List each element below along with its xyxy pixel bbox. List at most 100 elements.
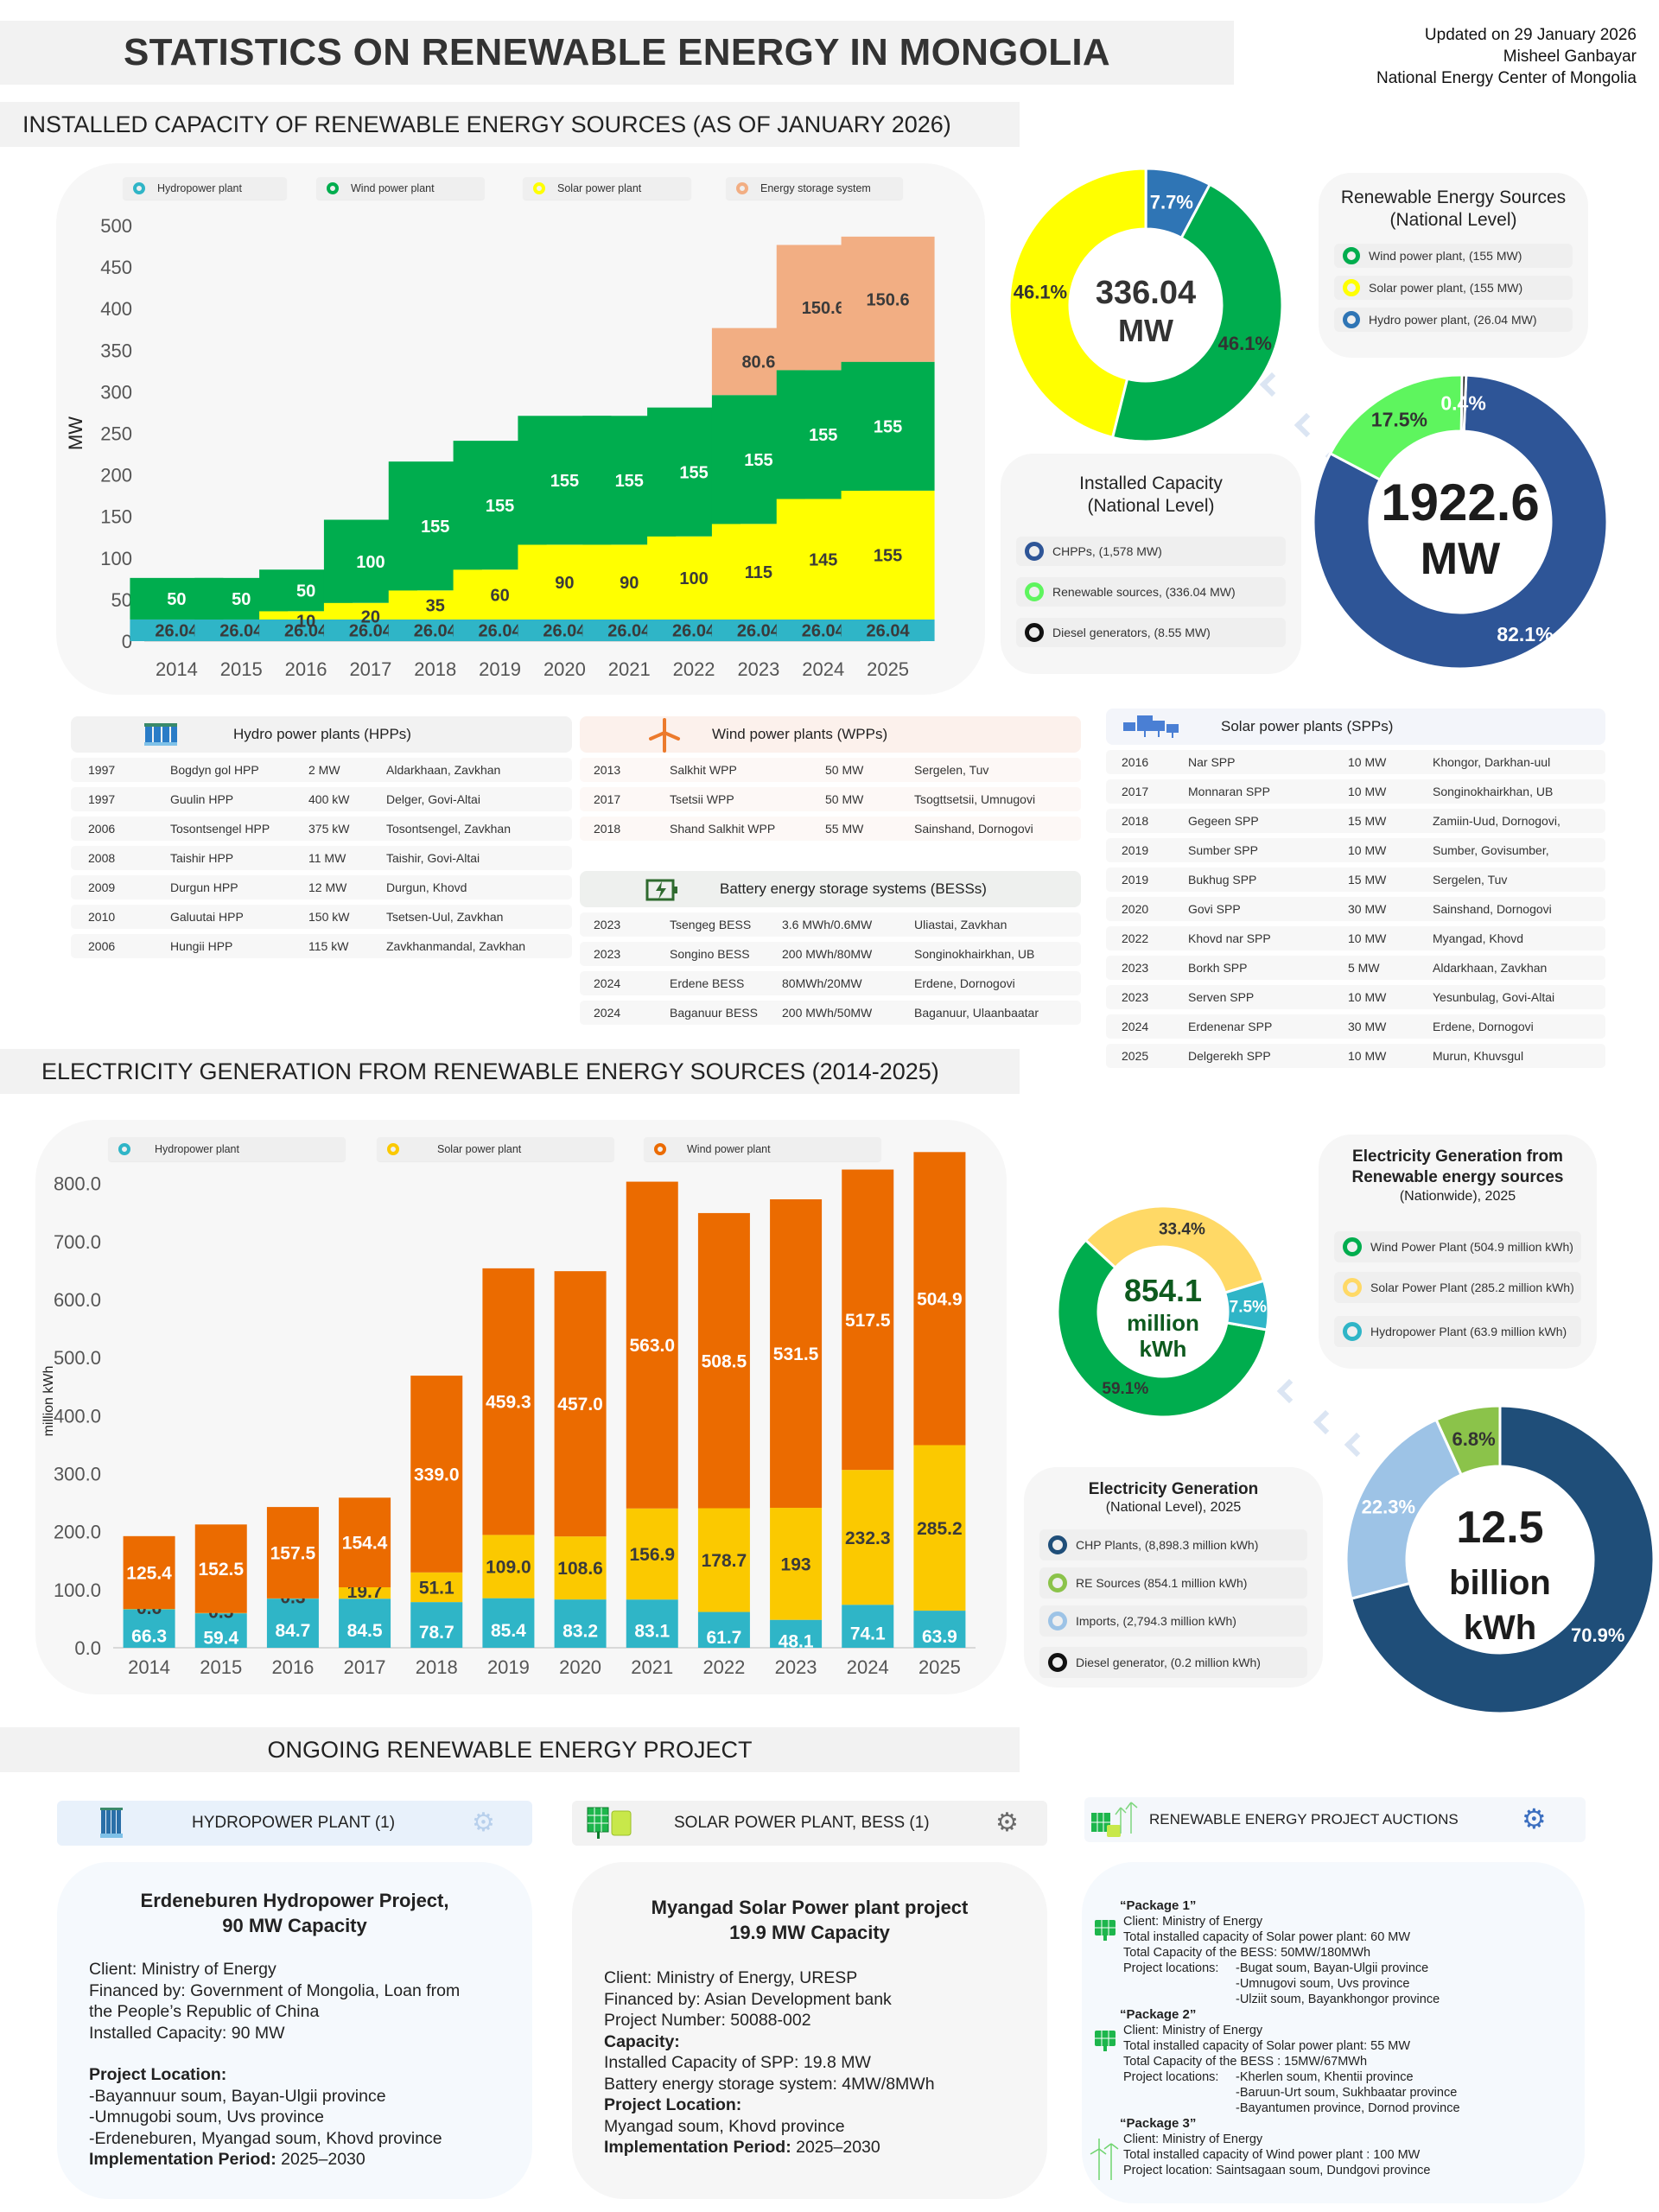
table-row: 1997 Guulin HPP 400 kW Delger, Govi-Altai [71,787,572,811]
cell-location: Erdene, Dornogovi [1433,1020,1534,1033]
y-tick-label: 300.0 [54,1463,101,1484]
donut-slice-wind-power-plant [1056,1238,1268,1419]
package-location: Project location: Saintsagaan soum, Dund… [1123,2164,1431,2177]
legend-text: Imports, (2,794.3 million kWh) [1076,1614,1236,1628]
legend-text: CHPPs, (1,578 MW) [1052,544,1162,558]
data-label: 26.04 [479,622,523,641]
donut-percent-label: 0.4% [1440,392,1485,415]
solar-project-capacity-title: 19.9 MW Capacity [729,1922,890,1943]
bess-table-body: 2023 Tsengeg BESS 3.6 MWh/0.6MW Uliastai, Z… [580,912,1081,1025]
title-bar: STATISTICS ON RENEWABLE ENERGY IN MONGOL… [0,21,1234,85]
bar-segment-hydropower-plant [770,1619,823,1648]
installed-national-legend: Installed Capacity (National Level) CHPP… [1001,454,1301,674]
y-tick-label: 450 [100,257,132,278]
national-gen-title: Electricity Generation [1088,1480,1259,1498]
donut-percent-label: 46.1% [1014,282,1067,303]
package-bess: Total Capacity of the BESS : 15MW/67MWh [1123,2055,1368,2069]
donut-center-value: 336.04 [1096,275,1196,311]
data-label: 63.9 [922,1627,957,1647]
cell-year: 2023 [594,947,621,961]
data-label: 90 [555,574,574,593]
cell-name: Galuutai HPP [170,910,244,924]
data-label: 51.1 [419,1579,454,1599]
table-row: 2006 Hungii HPP 115 kW Zavkhanmandal, Zavkh… [71,934,572,958]
tab-auctions[interactable]: RENEWABLE ENERGY PROJECT AUCTIONS ⚙ [1084,1797,1586,1842]
hydro-ring-icon [1343,311,1360,328]
donut-center-value: 854.1 [1124,1273,1202,1308]
cell-year: 2018 [594,822,621,836]
solar-location-label: Project Location: [604,2095,742,2114]
cell-capacity: 80MWh/20MW [782,976,862,990]
bar-segment-hydropower-plant [554,1599,607,1648]
table-row: 2024 Baganuur BESS 200 MWh/50MW Baganuur, U… [580,1001,1081,1025]
cell-name: Tsetsii WPP [670,792,734,806]
data-label: 26.04 [867,622,911,641]
data-label: 155 [809,426,837,445]
data-label: 26.04 [802,622,846,641]
bar-segment-solar-power-plant [554,1536,607,1600]
cell-year: 2010 [88,910,116,924]
bar-segment-solar-power-plant [259,611,353,620]
section-generation-title: ELECTRICITY GENERATION FROM RENEWABLE EN… [41,1058,939,1084]
package-location: -Bugat soum, Bayan-Ulgii province [1236,1961,1429,1975]
bar-segment-hydropower-plant [841,619,935,641]
cell-capacity: 10 MW [1348,931,1387,945]
cell-location: Uliastai, Zavkhan [914,918,1007,931]
cell-year: 2018 [1122,814,1149,828]
legend-label: Energy storage system [760,182,871,194]
tab-solar-bess[interactable]: SOLAR POWER PLANT, BESS (1) ⚙ [572,1801,1047,1846]
section-installed-title: INSTALLED CAPACITY OF RENEWABLE ENERGY S… [22,111,951,137]
solar-project-card: Myangad Solar Power plant project 19.9 M… [572,1862,1047,2199]
bar-segment-solar-power-plant [841,490,935,620]
installed-legend-chpp: CHPPs, (1,578 MW) [1016,537,1286,566]
cell-capacity: 15 MW [1348,814,1387,828]
cell-capacity: 55 MW [825,822,864,836]
bar-segment-solar-power-plant [482,1535,535,1599]
cell-name: Borkh SPP [1188,961,1248,975]
legend-solar-icon [533,182,545,194]
data-label: 508.5 [702,1351,747,1371]
donut-slice-diesel-generators [1459,373,1468,433]
data-label: 66.3 [131,1626,167,1646]
donut-slice-chp-plants [1349,1404,1656,1715]
data-label: 26.04 [672,622,716,641]
cell-location: Delger, Govi-Altai [386,792,480,806]
re-gen-legend-solar: Solar Power Plant (285.2 million kWh) [1334,1272,1581,1303]
cell-capacity: 30 MW [1348,1020,1387,1033]
wpp-table-title: Wind power plants (WPPs) [712,726,888,742]
table-row: 2009 Durgun HPP 12 MW Durgun, Khovd [71,875,572,899]
data-label: 100 [356,553,385,572]
y-tick-label: 250 [100,423,132,445]
cell-name: Serven SPP [1188,990,1255,1004]
cell-name: Songino BESS [670,947,750,961]
cell-capacity: 10 MW [1348,843,1387,857]
bar-segment-hydropower-plant [266,1599,319,1648]
solar-panels-icon [1123,715,1179,738]
donut-center-value: 1922.6 [1381,474,1540,531]
bar-segment-hydropower-plant [410,1602,463,1648]
solar-client: Client: Ministry of Energy, URESP [604,1968,858,1987]
cell-capacity: 2 MW [308,763,340,777]
hydro-location: -Erdeneburen, Myangad soum, Khovd provin… [89,2128,442,2148]
hydro-project-card: Erdeneburen Hydropower Project, 90 MW Ca… [57,1862,532,2199]
cell-year: 2020 [1122,902,1149,916]
cell-name: Baganuur BESS [670,1006,758,1020]
data-label: 10 [296,612,315,631]
tab-hydropower[interactable]: HYDROPOWER PLANT (1) ⚙ [57,1801,532,1846]
y-tick-label: 300 [100,381,132,403]
cell-capacity: 3.6 MWh/0.6MW [782,918,873,931]
hydro-financed: Financed by: Government of Mongolia, Loa… [89,1980,461,2000]
donut-percent-label: 70.9% [1571,1624,1624,1646]
bar-segment-hydropower-plant [913,1611,966,1648]
data-label: 178.7 [702,1551,747,1571]
x-tick-label: 2015 [220,658,263,680]
data-label: 155 [486,497,514,516]
wind-ring-icon [1343,1237,1362,1256]
x-tick-label: 2020 [543,658,586,680]
cell-name: Erdene BESS [670,976,745,990]
installed-chart-panel: Hydropower plant Wind power plant Solar … [56,163,985,695]
cell-capacity: 10 MW [1348,755,1387,769]
bar-segment-wind-power-plant [626,1181,678,1509]
legend-hydro-icon [118,1143,130,1155]
cell-year: 2006 [88,939,116,953]
